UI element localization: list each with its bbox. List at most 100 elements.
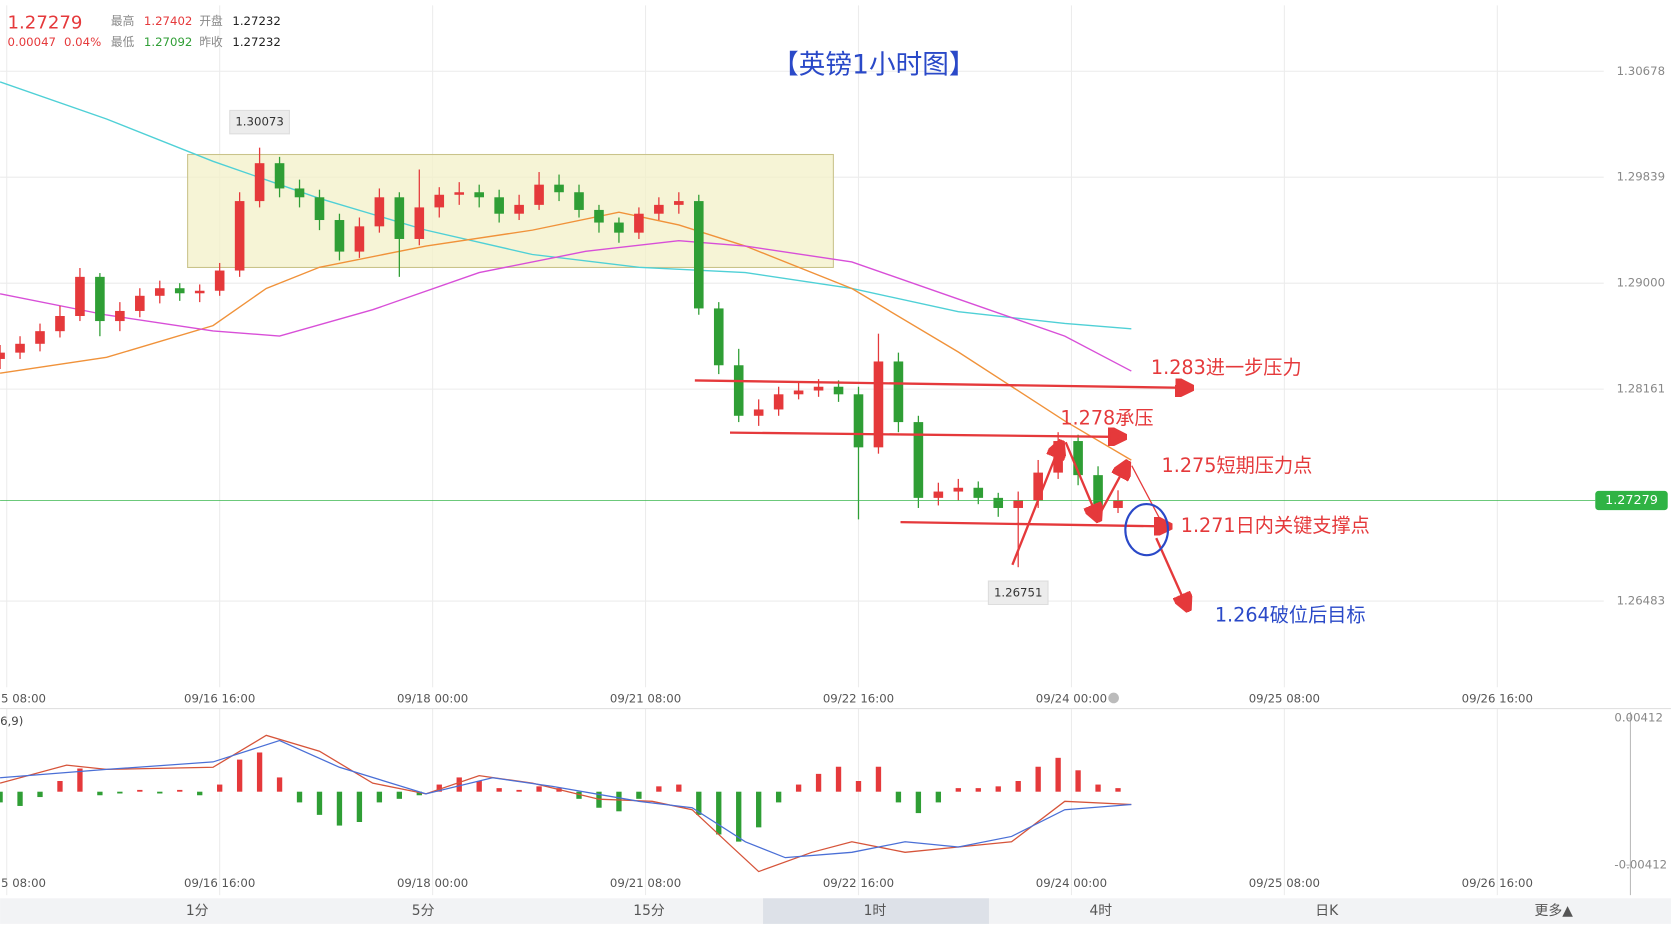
candle-body [793, 390, 804, 395]
candle-body [594, 209, 604, 223]
macd-bar [197, 791, 203, 796]
macd-bar [756, 791, 762, 828]
candle-body [414, 207, 425, 239]
candle-body [35, 331, 45, 344]
candle-body [873, 361, 884, 448]
candle-body [1073, 441, 1083, 476]
candle-body [374, 197, 385, 227]
macd-bar [117, 791, 123, 794]
toolbar-button[interactable]: 1时 [864, 903, 887, 919]
candle-body [973, 487, 984, 498]
candle-body [254, 163, 265, 202]
macd-bar [157, 791, 163, 794]
macd-bar [217, 784, 223, 792]
toolbar-button[interactable]: 4时 [1090, 903, 1113, 919]
candle-body [95, 276, 105, 322]
macd-bar [1095, 784, 1101, 792]
candle-body [933, 491, 944, 498]
macd-bar [775, 791, 782, 803]
x-tick-label: 09/18 00:00 [397, 876, 468, 890]
arrows [694, 380, 1189, 607]
annotation: 1.271日内关键支撑点 [1181, 514, 1370, 537]
toolbar-button[interactable]: 更多▲ [1535, 902, 1574, 919]
candle-body [154, 288, 165, 296]
x-tick-label: 09/24 00:00 [1036, 876, 1107, 890]
candle-body [234, 201, 245, 271]
x-tick-label: 09/25 08:00 [1249, 692, 1320, 706]
header-label: 开盘 [199, 14, 223, 28]
macd-bar [1115, 788, 1121, 792]
x-tick-label: 09/26 16:00 [1462, 876, 1533, 890]
macd-bar [895, 791, 902, 803]
candle-body [394, 197, 405, 239]
plot: 1.30073 1.26751 1.27279 [0, 81, 1668, 873]
candle-body [713, 308, 724, 366]
annotation: 1.278承压 [1060, 406, 1153, 429]
macd-bar [137, 789, 143, 792]
candle-body [753, 409, 764, 416]
candle-body [993, 497, 1004, 508]
toolbar-button[interactable]: 1分 [186, 903, 209, 919]
x-tick-label: 09/21 08:00 [610, 876, 681, 890]
callout-label: 1.30073 [235, 115, 283, 129]
macd-bar [536, 786, 542, 792]
macd-line [0, 739, 1132, 859]
toolbar-button[interactable]: 5分 [412, 903, 435, 919]
candle-body [893, 361, 904, 423]
arrow [900, 522, 1168, 526]
arrow [1131, 465, 1163, 523]
macd-bar [1035, 766, 1041, 792]
candle-body [115, 310, 125, 322]
candle-body [654, 204, 664, 214]
header-label: 最高 [111, 14, 134, 28]
candle-body [1093, 475, 1103, 508]
ma-line [0, 81, 1132, 330]
macd-bar [476, 780, 482, 792]
candle-body [0, 352, 5, 359]
x-tick-label: 5 08:00 [1, 876, 46, 890]
header-label: 最低 [111, 35, 135, 49]
macd-bar [636, 791, 642, 799]
macd-bar [177, 789, 183, 792]
candle-body [334, 220, 345, 252]
callout-box [987, 580, 1049, 606]
arrow [729, 433, 1122, 437]
x-tick-label: 09/18 00:00 [397, 692, 468, 706]
toolbar-button[interactable]: 15分 [633, 903, 665, 919]
candle-body [1033, 472, 1043, 501]
candle-body [214, 270, 225, 291]
candle-body [813, 386, 824, 391]
candle-body [1013, 500, 1023, 508]
candle-body [434, 194, 445, 208]
macd-bar [0, 791, 3, 803]
range-box [187, 153, 834, 268]
support-circle [1124, 502, 1170, 557]
candle-body [773, 394, 784, 410]
toolbar-button[interactable]: 日K [1315, 903, 1339, 919]
macd-bar [995, 786, 1001, 792]
candle-body [55, 316, 65, 332]
macd-bar [356, 791, 363, 823]
callout-box [229, 109, 290, 135]
macd-bar [616, 791, 622, 812]
toolbar-items: 1分 5分 15分 1时 4时 日K 更多▲ [186, 898, 1573, 924]
annotation: 1.275短期压力点 [1162, 454, 1313, 477]
header-value: 1.27232 [232, 14, 280, 28]
candle-body [174, 288, 185, 294]
candle-body [135, 295, 145, 311]
x-tick-label: 09/21 08:00 [610, 692, 681, 706]
macd-bar [296, 791, 303, 803]
x-tick-label: 09/22 16:00 [823, 876, 894, 890]
annotation: 1.283进一步压力 [1151, 356, 1302, 379]
candle-body [474, 192, 484, 198]
candle-body [494, 197, 504, 214]
macd-bar [696, 791, 702, 815]
candle-body [514, 204, 524, 214]
macd-bar [316, 791, 323, 815]
macd-bar [1075, 770, 1081, 792]
macd-bar [97, 791, 103, 796]
y-tick-label: 1.29839 [1617, 170, 1665, 184]
candle-body [1113, 500, 1123, 508]
candle-body [354, 226, 365, 252]
